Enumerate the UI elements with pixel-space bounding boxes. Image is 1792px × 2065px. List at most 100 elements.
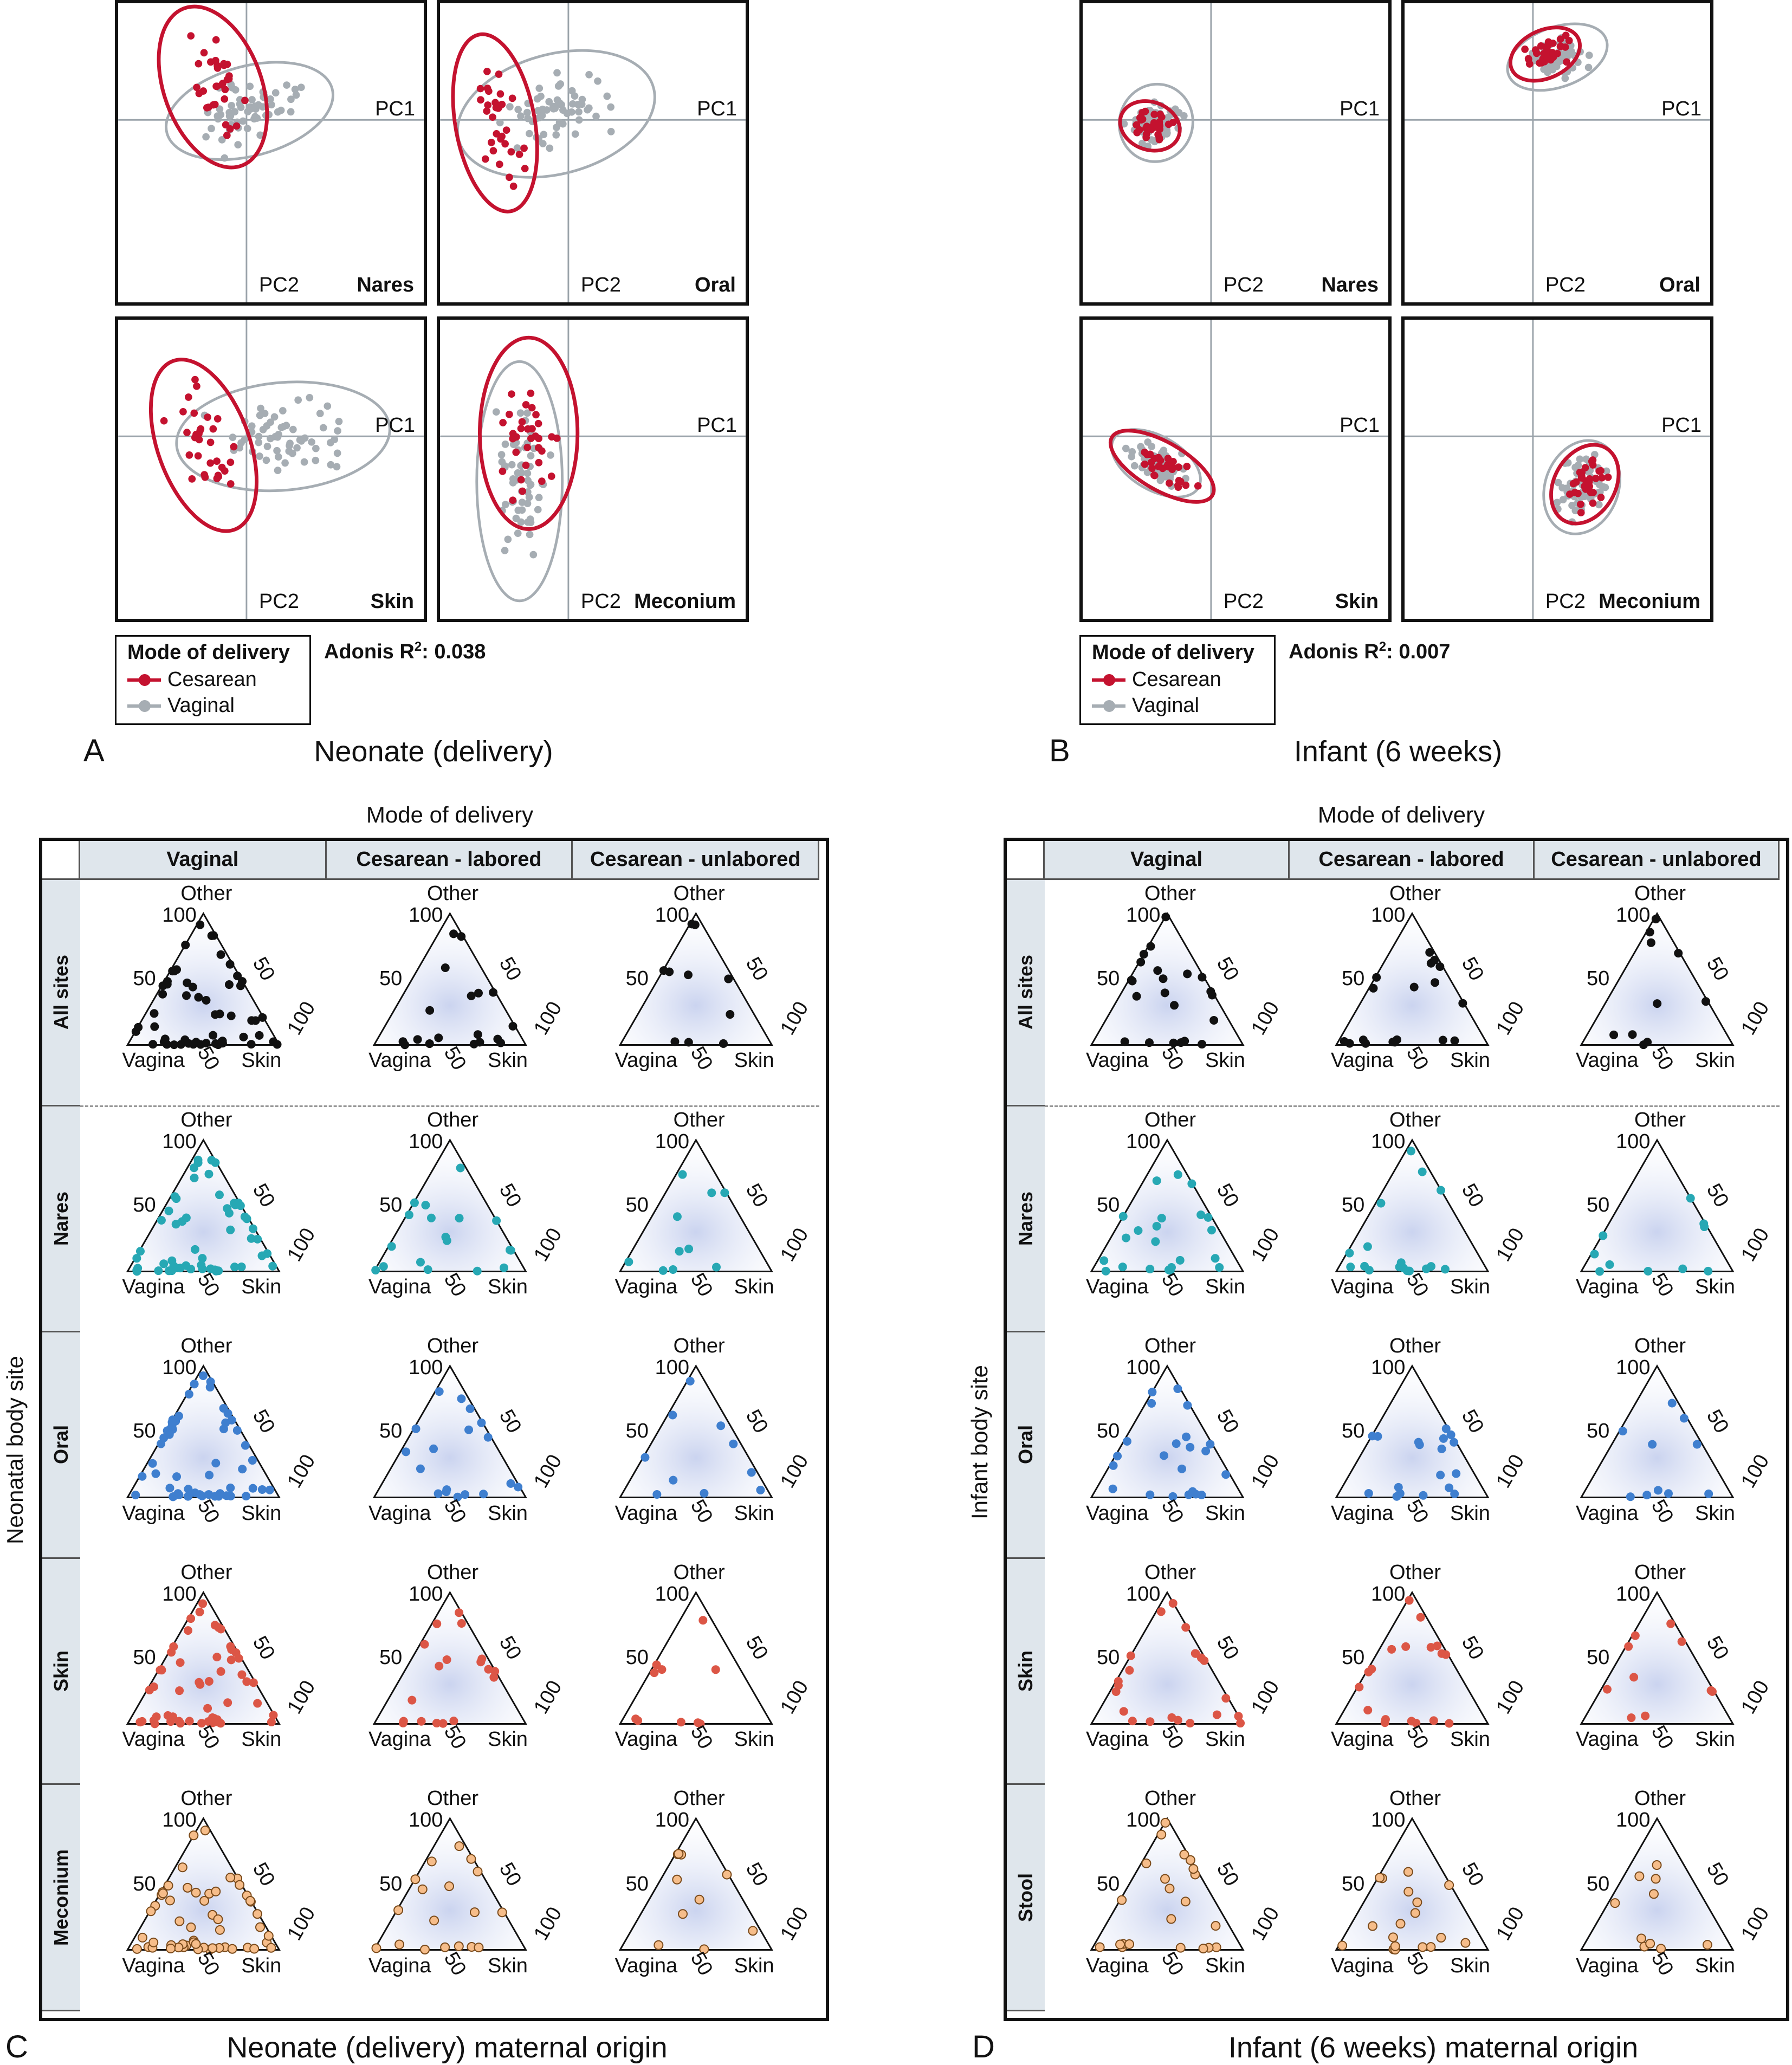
- legend-item-cesarean: Cesarean: [127, 668, 257, 691]
- cesarean-point: [1194, 482, 1202, 490]
- ternary-point: [456, 932, 465, 941]
- ternary-cell: Other 100 50 50 100 Vagina 50 Skin: [80, 1106, 327, 1333]
- cesarean-point: [1544, 41, 1552, 49]
- cesarean-point: [195, 89, 203, 98]
- cesarean-point: [517, 424, 525, 432]
- ternary-point: [1446, 1430, 1455, 1440]
- ternary-point: [1426, 1942, 1436, 1952]
- tick-100-top: 100: [162, 1356, 197, 1380]
- cesarean-point: [527, 435, 535, 443]
- column-header: Cesarean - labored: [326, 841, 573, 880]
- ternary-point: [1364, 1265, 1374, 1274]
- cesarean-point: [187, 32, 195, 40]
- pca-plot: [118, 3, 424, 302]
- corner-cell: [1007, 841, 1045, 880]
- vaginal-point: [208, 125, 215, 133]
- ternary-point: [236, 1201, 245, 1210]
- vertex-label-vagina: Vagina: [1086, 1954, 1149, 1977]
- ternary-point: [265, 1485, 274, 1494]
- vertex-label-vagina: Vagina: [1086, 1276, 1149, 1299]
- vaginal-point: [293, 444, 301, 452]
- ternary-point: [457, 1394, 466, 1403]
- ternary-point: [268, 1261, 277, 1271]
- vertex-label-vagina: Vagina: [1331, 1728, 1394, 1751]
- ternary-point: [1151, 1237, 1160, 1246]
- vaginal-point: [331, 436, 339, 443]
- ternary-point: [466, 1854, 476, 1865]
- vaginal-point: [547, 451, 554, 459]
- ternary-point: [1206, 1440, 1215, 1449]
- ternary-point: [1437, 1445, 1446, 1454]
- ternary-point: [177, 1862, 187, 1873]
- pca-plot: [1405, 3, 1710, 302]
- cesarean-point: [509, 182, 517, 190]
- ternary-point: [202, 996, 211, 1005]
- ternary-point: [460, 1490, 469, 1499]
- column-header: Cesarean - labored: [1290, 841, 1535, 880]
- tick-100-top: 100: [408, 1356, 443, 1380]
- ternary-cell: Other 100 50 50 100 Vagina 50 Skin: [573, 1785, 819, 2011]
- panel-caption-c: Neonate (delivery) maternal origin: [227, 2031, 668, 2064]
- tick-50-left: 50: [379, 1646, 403, 1669]
- ternary-point: [1450, 1036, 1459, 1045]
- vertex-label-vagina: Vagina: [122, 1501, 185, 1525]
- ternary-point: [720, 1188, 729, 1197]
- pc2-label: PC2: [258, 274, 299, 296]
- cesarean-point: [200, 49, 208, 57]
- pc1-label: PC1: [1661, 97, 1702, 120]
- cesarean-point: [1589, 489, 1597, 496]
- vaginal-point: [1138, 139, 1146, 147]
- vaginal-point: [202, 133, 210, 141]
- cesarean-point: [185, 393, 192, 401]
- ternary-point: [1127, 975, 1136, 985]
- ternary-point: [1602, 1685, 1612, 1694]
- ternary-point: [423, 1265, 432, 1274]
- cesarean-point: [194, 452, 202, 460]
- ternary-point: [224, 1208, 234, 1218]
- ternary-point: [410, 1198, 419, 1207]
- vaginal-point: [279, 407, 287, 415]
- ternary-point: [215, 1925, 225, 1935]
- ternary-point: [1678, 1264, 1687, 1273]
- vertex-label-vagina: Vagina: [1086, 1501, 1149, 1525]
- vaginal-point: [327, 461, 335, 469]
- tick-50-left: 50: [379, 1193, 403, 1216]
- ternary-point: [138, 1472, 147, 1481]
- ternary-point: [1652, 1860, 1662, 1870]
- ternary-point: [1450, 1438, 1459, 1447]
- ternary-point: [694, 1718, 703, 1727]
- row-header: Skin: [42, 1558, 80, 1785]
- pca-plot: [440, 320, 746, 619]
- pc2-label: PC2: [1545, 274, 1586, 296]
- ternary-point: [1147, 1399, 1156, 1408]
- ternary-point: [210, 1492, 219, 1501]
- vaginal-ellipse: [175, 380, 391, 493]
- row-label: Skin: [1014, 1650, 1037, 1692]
- vaginal-point: [255, 432, 263, 441]
- vertex-label-other: Other: [1144, 882, 1196, 905]
- ternary-point: [650, 1668, 659, 1677]
- column-header: Vaginal: [80, 841, 327, 880]
- vaginal-point: [229, 433, 237, 441]
- ternary-plot: [1335, 1817, 1490, 1955]
- cesarean-ellipse: [157, 4, 269, 170]
- ternary-point: [210, 1265, 219, 1274]
- ternary-point: [189, 1830, 199, 1841]
- vaginal-point: [539, 105, 547, 113]
- ternary-point: [1651, 915, 1660, 924]
- vaginal-point: [603, 92, 611, 100]
- vaginal-point: [534, 506, 542, 514]
- ternary-point: [641, 1453, 650, 1462]
- ternary-point: [1429, 1716, 1438, 1725]
- vaginal-point: [1581, 493, 1589, 501]
- ternary-point: [1394, 1483, 1403, 1492]
- ternary-point: [1136, 957, 1146, 967]
- cesarean-point: [1175, 463, 1182, 471]
- ternary-point: [137, 1933, 147, 1943]
- ternary-point: [165, 1484, 174, 1493]
- pca-panel-oral: PC1 PC2 Oral: [1401, 0, 1713, 306]
- ternary-point: [506, 1479, 515, 1488]
- cesarean-point: [195, 60, 203, 68]
- vaginal-ellipse: [1542, 439, 1621, 535]
- ternary-point: [1117, 1895, 1127, 1906]
